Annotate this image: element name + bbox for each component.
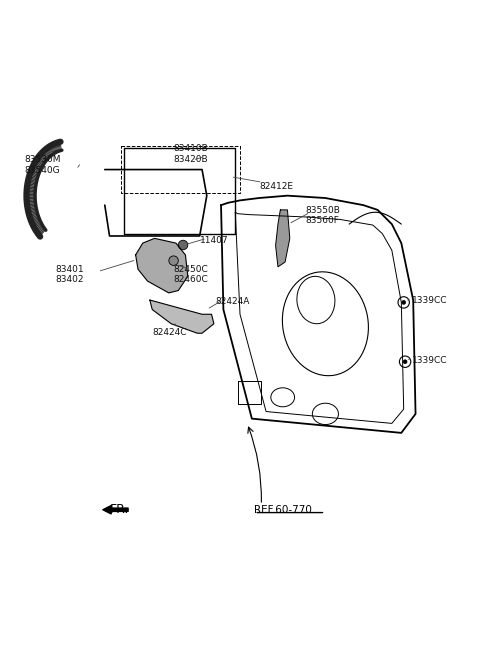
Polygon shape	[34, 222, 41, 229]
Polygon shape	[28, 210, 37, 214]
Polygon shape	[34, 163, 41, 170]
Polygon shape	[33, 220, 40, 226]
Polygon shape	[30, 213, 38, 218]
Polygon shape	[28, 178, 36, 182]
Circle shape	[169, 256, 179, 265]
Polygon shape	[50, 145, 55, 154]
Polygon shape	[36, 225, 43, 231]
Polygon shape	[27, 202, 36, 204]
Polygon shape	[57, 143, 60, 151]
Polygon shape	[38, 156, 45, 163]
Text: 82424A: 82424A	[216, 298, 250, 306]
Text: 83410B
83420B: 83410B 83420B	[174, 144, 208, 164]
Polygon shape	[30, 171, 38, 176]
Polygon shape	[33, 166, 40, 171]
Polygon shape	[26, 191, 35, 193]
Polygon shape	[29, 212, 37, 216]
Polygon shape	[136, 238, 188, 293]
Polygon shape	[35, 223, 42, 230]
Polygon shape	[26, 195, 35, 196]
Polygon shape	[26, 196, 35, 198]
Polygon shape	[28, 179, 36, 183]
Polygon shape	[27, 184, 36, 187]
Polygon shape	[31, 168, 39, 173]
Polygon shape	[32, 218, 39, 223]
Polygon shape	[28, 181, 36, 185]
Polygon shape	[37, 227, 44, 233]
Polygon shape	[43, 151, 48, 159]
Polygon shape	[46, 148, 51, 156]
Polygon shape	[36, 158, 44, 165]
Polygon shape	[35, 160, 42, 167]
Polygon shape	[37, 157, 44, 164]
Polygon shape	[49, 146, 54, 154]
Text: 11407: 11407	[200, 236, 228, 245]
Polygon shape	[27, 189, 36, 191]
Polygon shape	[276, 210, 290, 267]
Polygon shape	[58, 142, 61, 150]
Circle shape	[402, 300, 406, 304]
Polygon shape	[47, 148, 51, 156]
Polygon shape	[56, 143, 59, 151]
Text: 83401
83402: 83401 83402	[55, 265, 84, 284]
Polygon shape	[39, 229, 46, 237]
Polygon shape	[48, 147, 53, 154]
Polygon shape	[53, 144, 57, 152]
Polygon shape	[60, 142, 62, 150]
Polygon shape	[27, 183, 36, 186]
Polygon shape	[45, 149, 50, 157]
Polygon shape	[31, 217, 39, 222]
Polygon shape	[28, 207, 36, 210]
Polygon shape	[52, 145, 56, 153]
Polygon shape	[29, 177, 37, 181]
Polygon shape	[41, 153, 47, 160]
Circle shape	[403, 360, 407, 363]
Polygon shape	[27, 186, 36, 189]
Polygon shape	[30, 214, 38, 219]
Polygon shape	[33, 164, 41, 170]
Text: 1339CC: 1339CC	[412, 356, 448, 365]
Polygon shape	[44, 150, 49, 158]
Polygon shape	[28, 208, 36, 212]
Polygon shape	[42, 152, 48, 160]
Text: 83550B
83560F: 83550B 83560F	[305, 206, 340, 225]
Polygon shape	[27, 204, 36, 208]
Polygon shape	[32, 167, 40, 173]
Text: 83530M
83540G: 83530M 83540G	[24, 155, 60, 175]
Polygon shape	[48, 147, 52, 155]
Polygon shape	[33, 221, 41, 227]
Polygon shape	[150, 300, 214, 333]
Polygon shape	[27, 187, 36, 190]
Polygon shape	[36, 160, 43, 166]
Polygon shape	[31, 170, 39, 175]
Polygon shape	[27, 200, 36, 203]
Polygon shape	[30, 172, 38, 177]
Polygon shape	[55, 143, 58, 152]
Text: 82412E: 82412E	[259, 182, 293, 191]
Polygon shape	[27, 203, 36, 206]
Polygon shape	[36, 225, 43, 232]
Polygon shape	[54, 143, 58, 152]
Polygon shape	[27, 206, 36, 209]
Polygon shape	[26, 194, 35, 195]
Polygon shape	[32, 219, 40, 225]
Polygon shape	[26, 192, 35, 194]
Polygon shape	[30, 215, 38, 221]
Polygon shape	[38, 229, 45, 235]
Text: 82424C: 82424C	[152, 328, 187, 337]
Polygon shape	[26, 199, 35, 201]
Polygon shape	[29, 174, 38, 179]
Circle shape	[179, 240, 188, 250]
Polygon shape	[39, 155, 46, 162]
Polygon shape	[26, 198, 35, 200]
Polygon shape	[37, 227, 45, 235]
Text: 82450C
82460C: 82450C 82460C	[174, 265, 208, 284]
Polygon shape	[35, 162, 42, 168]
Polygon shape	[29, 175, 37, 179]
Text: 1339CC: 1339CC	[412, 296, 448, 306]
Polygon shape	[40, 154, 47, 162]
Text: FR.: FR.	[109, 503, 129, 516]
Text: REF.60-770: REF.60-770	[254, 505, 312, 514]
Polygon shape	[29, 211, 37, 215]
